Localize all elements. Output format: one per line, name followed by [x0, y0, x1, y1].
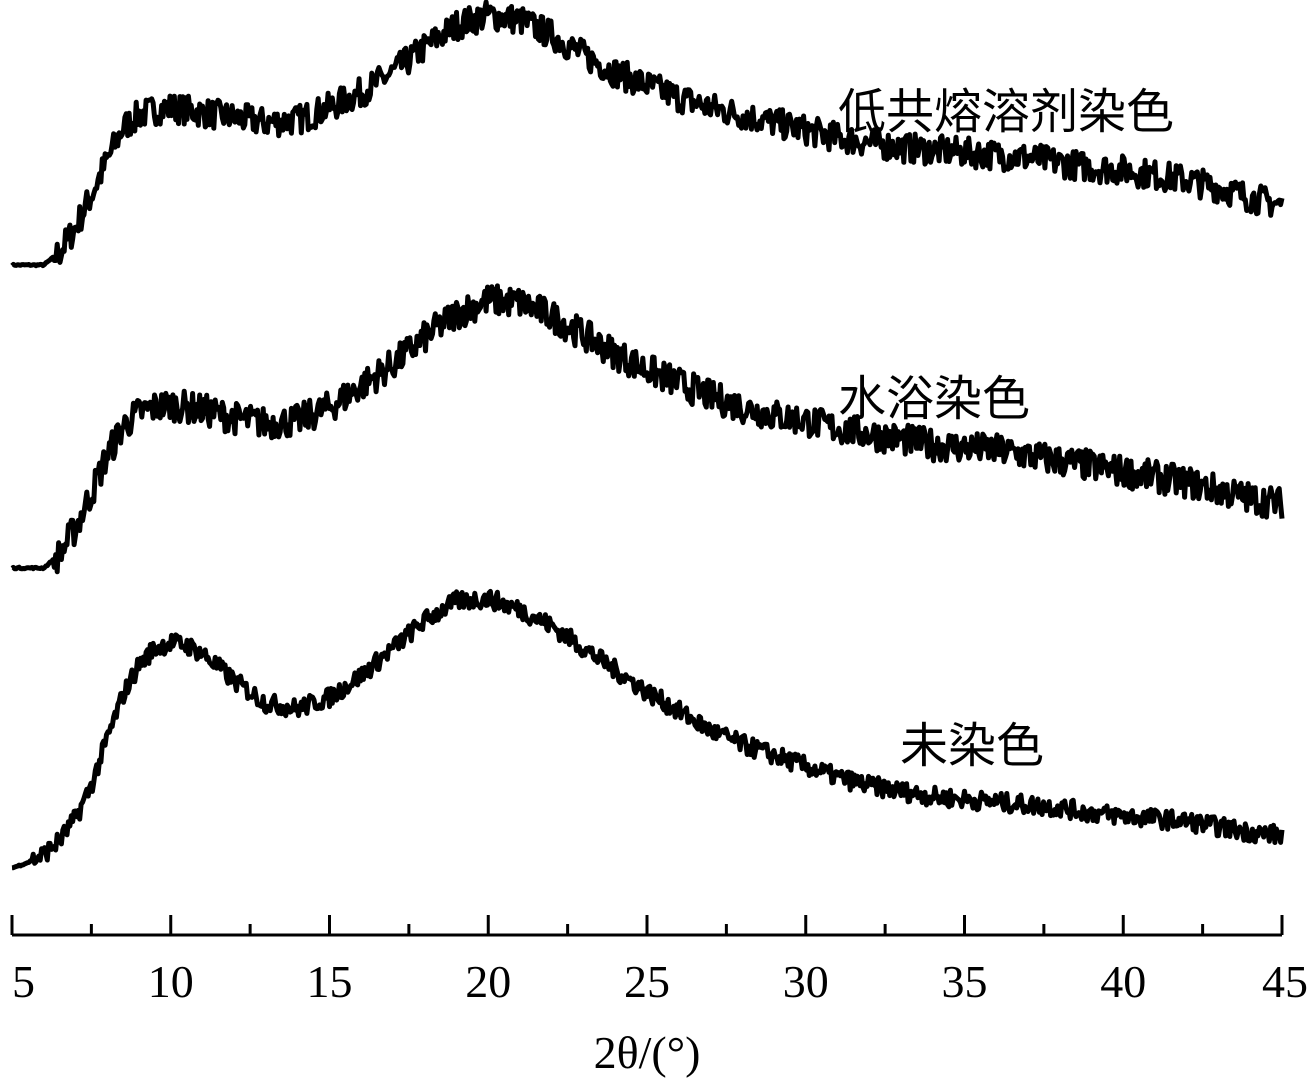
x-tick-label: 10	[148, 956, 194, 1007]
series-label-2: 水浴染色	[838, 371, 1030, 427]
series-label-1: 低共熔溶剂染色	[838, 84, 1174, 140]
series-line-1	[10, 0, 1285, 269]
x-tick-label: 45	[1262, 956, 1308, 1007]
x-axis-title: 2θ/(°)	[594, 1027, 701, 1078]
x-tick-label: 35	[942, 956, 988, 1007]
x-tick-label: 30	[783, 956, 829, 1007]
x-ticks-group	[10, 915, 1284, 935]
x-tick-label: 20	[465, 956, 511, 1007]
curves-group	[10, 0, 1285, 871]
x-tick-label: 40	[1100, 956, 1146, 1007]
x-tick-label: 15	[307, 956, 353, 1007]
series-line-3	[10, 588, 1285, 871]
x-tick-label: 5	[12, 956, 35, 1007]
x-tick-label: 25	[624, 956, 670, 1007]
series-line-2	[10, 283, 1285, 575]
x-tick-labels-group: 5 10 15 20 25 30 35 40 45	[12, 956, 1308, 1007]
series-label-3: 未染色	[900, 718, 1044, 774]
